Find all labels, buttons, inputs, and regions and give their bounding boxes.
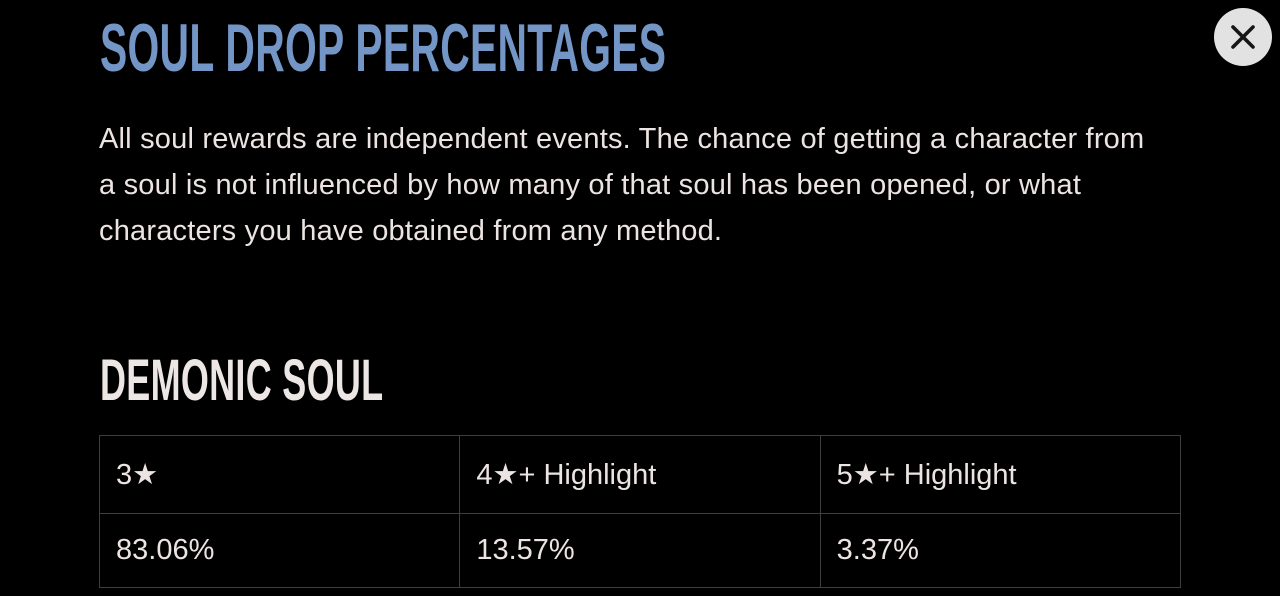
page-title-text: SOUL DROP PERCENTAGES [100,10,667,86]
modal-description: All soul rewards are independent events.… [99,123,1145,247]
close-button[interactable] [1214,8,1272,66]
header-cell: 4★+ Highlight [459,435,821,514]
value-cell: 13.57% [459,513,821,588]
close-icon [1230,24,1256,50]
header-cell: 3★ [98,435,461,514]
section-heading: DEMONIC SOUL [100,352,557,410]
value-cell: 3.37% [819,513,1182,588]
page-title: SOUL DROP PERCENTAGES [100,14,1044,82]
header-cell: 5★+ Highlight [819,435,1182,514]
table-value-row: 83.06% 13.57% 3.37% [98,513,1182,588]
section-heading-text: DEMONIC SOUL [100,348,384,413]
value-cell: 83.06% [98,513,461,588]
drop-rate-table: 3★ 4★+ Highlight 5★+ Highlight 83.06% 13.57… [98,435,1182,588]
table-header-row: 3★ 4★+ Highlight 5★+ Highlight [98,435,1182,514]
